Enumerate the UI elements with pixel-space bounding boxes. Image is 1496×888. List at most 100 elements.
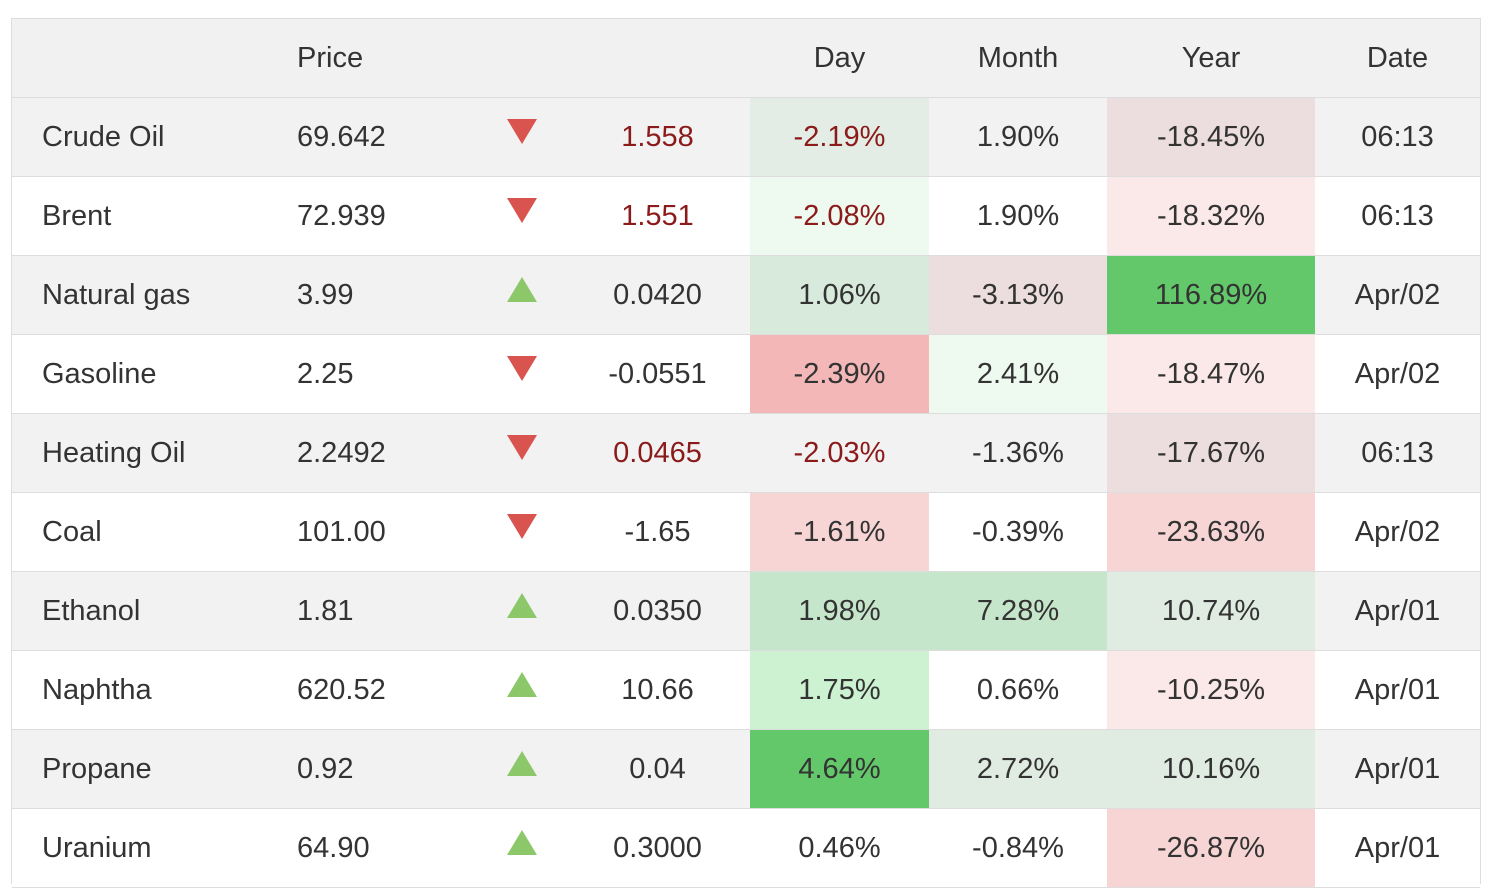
day-change-cell: 1.06%	[750, 255, 929, 335]
date-cell: 06:13	[1315, 97, 1480, 177]
price-cell: 101.00	[267, 492, 462, 572]
direction-cell	[462, 650, 565, 730]
date-cell: Apr/02	[1315, 492, 1480, 572]
month-change-cell: 0.66%	[929, 650, 1107, 730]
direction-cell	[462, 729, 565, 809]
price-cell: 3.99	[267, 255, 462, 335]
date-cell: Apr/02	[1315, 334, 1480, 414]
change-cell: 0.3000	[565, 808, 750, 888]
table-row-crude-oil[interactable]: Crude Oil 69.642 1.558 -2.19% 1.90% -18.…	[12, 97, 1480, 177]
day-change-cell: 1.75%	[750, 650, 929, 730]
energy-prices-table-container: Price Day Month Year Date Crude Oil 69.6…	[11, 18, 1481, 888]
date-cell: Apr/01	[1315, 650, 1480, 730]
price-cell: 72.939	[267, 176, 462, 256]
commodity-name-link[interactable]: Crude Oil	[12, 97, 267, 177]
down-arrow-icon	[507, 356, 537, 382]
direction-cell	[462, 808, 565, 888]
year-change-cell: -10.25%	[1107, 650, 1315, 730]
commodity-name-link[interactable]: Heating Oil	[12, 413, 267, 493]
year-change-cell: -17.67%	[1107, 413, 1315, 493]
change-cell: -0.0551	[565, 334, 750, 414]
month-change-cell: 1.90%	[929, 97, 1107, 177]
header-month[interactable]: Month	[929, 19, 1107, 98]
change-cell: -1.65	[565, 492, 750, 572]
header-arrow	[462, 19, 565, 98]
up-arrow-icon	[507, 830, 537, 856]
up-arrow-icon	[507, 751, 537, 777]
date-cell: Apr/01	[1315, 571, 1480, 651]
year-change-cell: -26.87%	[1107, 808, 1315, 888]
commodity-name-link[interactable]: Brent	[12, 176, 267, 256]
change-cell: 1.558	[565, 97, 750, 177]
day-change-cell: 0.46%	[750, 808, 929, 888]
commodity-name-link[interactable]: Ethanol	[12, 571, 267, 651]
direction-cell	[462, 255, 565, 335]
date-cell: 06:13	[1315, 413, 1480, 493]
table-row-coal[interactable]: Coal 101.00 -1.65 -1.61% -0.39% -23.63% …	[12, 492, 1480, 572]
price-cell: 2.25	[267, 334, 462, 414]
date-cell: Apr/02	[1315, 255, 1480, 335]
month-change-cell: 7.28%	[929, 571, 1107, 651]
table-row-uranium[interactable]: Uranium 64.90 0.3000 0.46% -0.84% -26.87…	[12, 808, 1480, 888]
direction-cell	[462, 334, 565, 414]
table-row-brent[interactable]: Brent 72.939 1.551 -2.08% 1.90% -18.32% …	[12, 176, 1480, 256]
change-cell: 0.0465	[565, 413, 750, 493]
table-row-naphtha[interactable]: Naphtha 620.52 10.66 1.75% 0.66% -10.25%…	[12, 650, 1480, 730]
month-change-cell: 2.41%	[929, 334, 1107, 414]
month-change-cell: 2.72%	[929, 729, 1107, 809]
month-change-cell: 1.90%	[929, 176, 1107, 256]
price-cell: 2.2492	[267, 413, 462, 493]
commodity-name-link[interactable]: Natural gas	[12, 255, 267, 335]
header-price[interactable]: Price	[267, 19, 462, 98]
day-change-cell: -1.61%	[750, 492, 929, 572]
up-arrow-icon	[507, 593, 537, 619]
header-day[interactable]: Day	[750, 19, 929, 98]
header-name	[12, 19, 267, 98]
year-change-cell: -23.63%	[1107, 492, 1315, 572]
direction-cell	[462, 97, 565, 177]
direction-cell	[462, 571, 565, 651]
month-change-cell: -3.13%	[929, 255, 1107, 335]
down-arrow-icon	[507, 514, 537, 540]
table-row-gasoline[interactable]: Gasoline 2.25 -0.0551 -2.39% 2.41% -18.4…	[12, 334, 1480, 414]
table-body: Crude Oil 69.642 1.558 -2.19% 1.90% -18.…	[12, 97, 1480, 888]
table-header: Price Day Month Year Date	[12, 19, 1480, 98]
year-change-cell: -18.32%	[1107, 176, 1315, 256]
month-change-cell: -0.39%	[929, 492, 1107, 572]
year-change-cell: 116.89%	[1107, 255, 1315, 335]
table-row-natural-gas[interactable]: Natural gas 3.99 0.0420 1.06% -3.13% 116…	[12, 255, 1480, 335]
day-change-cell: -2.19%	[750, 97, 929, 177]
change-cell: 0.0420	[565, 255, 750, 335]
day-change-cell: 4.64%	[750, 729, 929, 809]
table-row-propane[interactable]: Propane 0.92 0.04 4.64% 2.72% 10.16% Apr…	[12, 729, 1480, 809]
commodity-name-link[interactable]: Propane	[12, 729, 267, 809]
table-row-ethanol[interactable]: Ethanol 1.81 0.0350 1.98% 7.28% 10.74% A…	[12, 571, 1480, 651]
year-change-cell: 10.74%	[1107, 571, 1315, 651]
price-cell: 69.642	[267, 97, 462, 177]
price-cell: 64.90	[267, 808, 462, 888]
month-change-cell: -0.84%	[929, 808, 1107, 888]
change-cell: 1.551	[565, 176, 750, 256]
table-row-heating-oil[interactable]: Heating Oil 2.2492 0.0465 -2.03% -1.36% …	[12, 413, 1480, 493]
price-cell: 0.92	[267, 729, 462, 809]
change-cell: 0.04	[565, 729, 750, 809]
up-arrow-icon	[507, 672, 537, 698]
direction-cell	[462, 176, 565, 256]
header-date[interactable]: Date	[1315, 19, 1480, 98]
down-arrow-icon	[507, 435, 537, 461]
day-change-cell: -2.08%	[750, 176, 929, 256]
down-arrow-icon	[507, 119, 537, 145]
commodity-name-link[interactable]: Coal	[12, 492, 267, 572]
commodity-name-link[interactable]: Uranium	[12, 808, 267, 888]
date-cell: Apr/01	[1315, 729, 1480, 809]
price-cell: 1.81	[267, 571, 462, 651]
date-cell: 06:13	[1315, 176, 1480, 256]
price-cell: 620.52	[267, 650, 462, 730]
down-arrow-icon	[507, 198, 537, 224]
commodity-name-link[interactable]: Gasoline	[12, 334, 267, 414]
header-year[interactable]: Year	[1107, 19, 1315, 98]
energy-prices-table: Price Day Month Year Date Crude Oil 69.6…	[12, 19, 1480, 888]
commodity-name-link[interactable]: Naphtha	[12, 650, 267, 730]
month-change-cell: -1.36%	[929, 413, 1107, 493]
header-row: Price Day Month Year Date	[12, 19, 1480, 98]
